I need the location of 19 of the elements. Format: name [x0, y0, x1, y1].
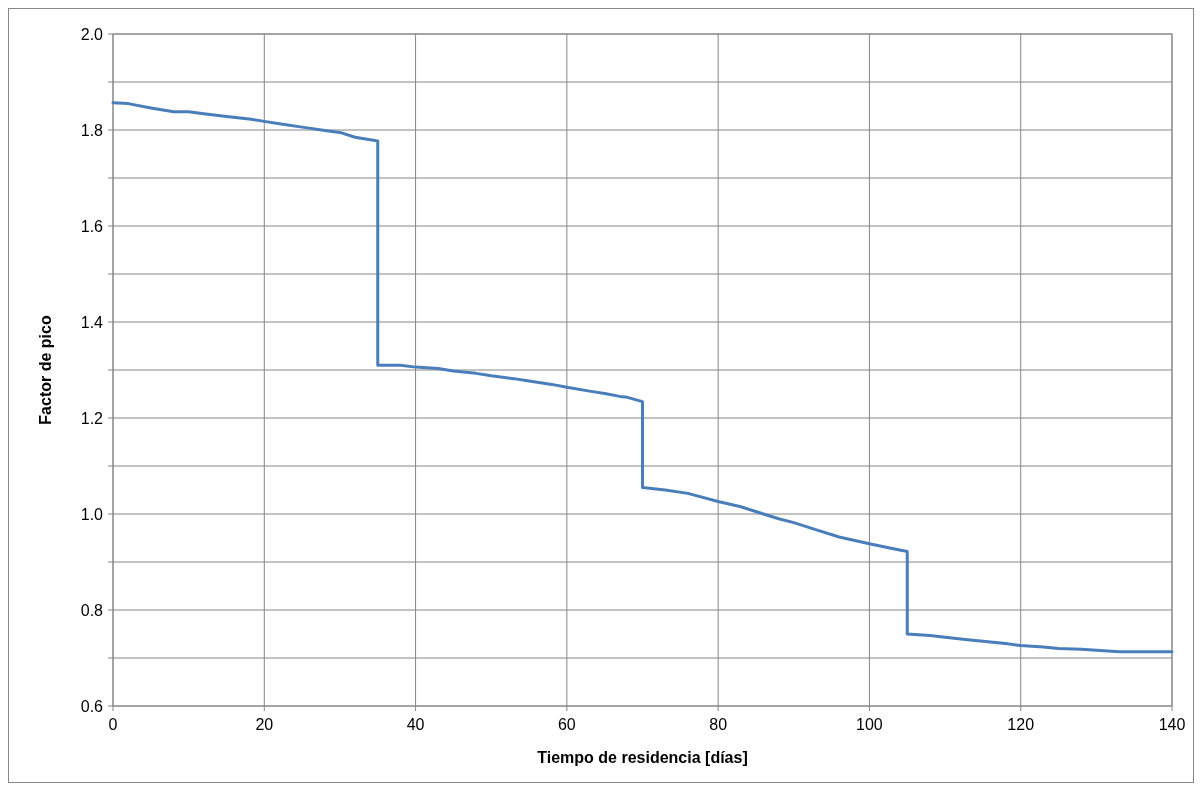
x-tick-label: 0 [108, 716, 118, 733]
y-tick-label: 1.0 [80, 505, 104, 523]
y-tick-label: 0.8 [80, 601, 104, 619]
x-axis-title: Tiempo de residencia [días] [537, 749, 748, 766]
x-tick-label: 60 [557, 716, 576, 733]
x-tick-label: 120 [1007, 716, 1035, 733]
y-tick-label: 1.8 [80, 121, 104, 139]
x-tick-label: 20 [255, 716, 274, 733]
y-tick-label: 1.6 [80, 217, 104, 235]
y-tick-label: 1.2 [80, 409, 104, 427]
x-tick-label: 40 [406, 716, 425, 733]
y-tick-label: 1.4 [80, 313, 104, 331]
x-tick-label: 80 [709, 716, 728, 733]
y-tick-label: 0.6 [80, 697, 104, 715]
x-tick-label: 140 [1158, 716, 1186, 733]
x-tick-label: 100 [856, 716, 883, 733]
line-series [111, 101, 1174, 654]
y-axis-title: Factor de pico [37, 315, 54, 425]
y-tick-label: 2.0 [80, 25, 104, 43]
